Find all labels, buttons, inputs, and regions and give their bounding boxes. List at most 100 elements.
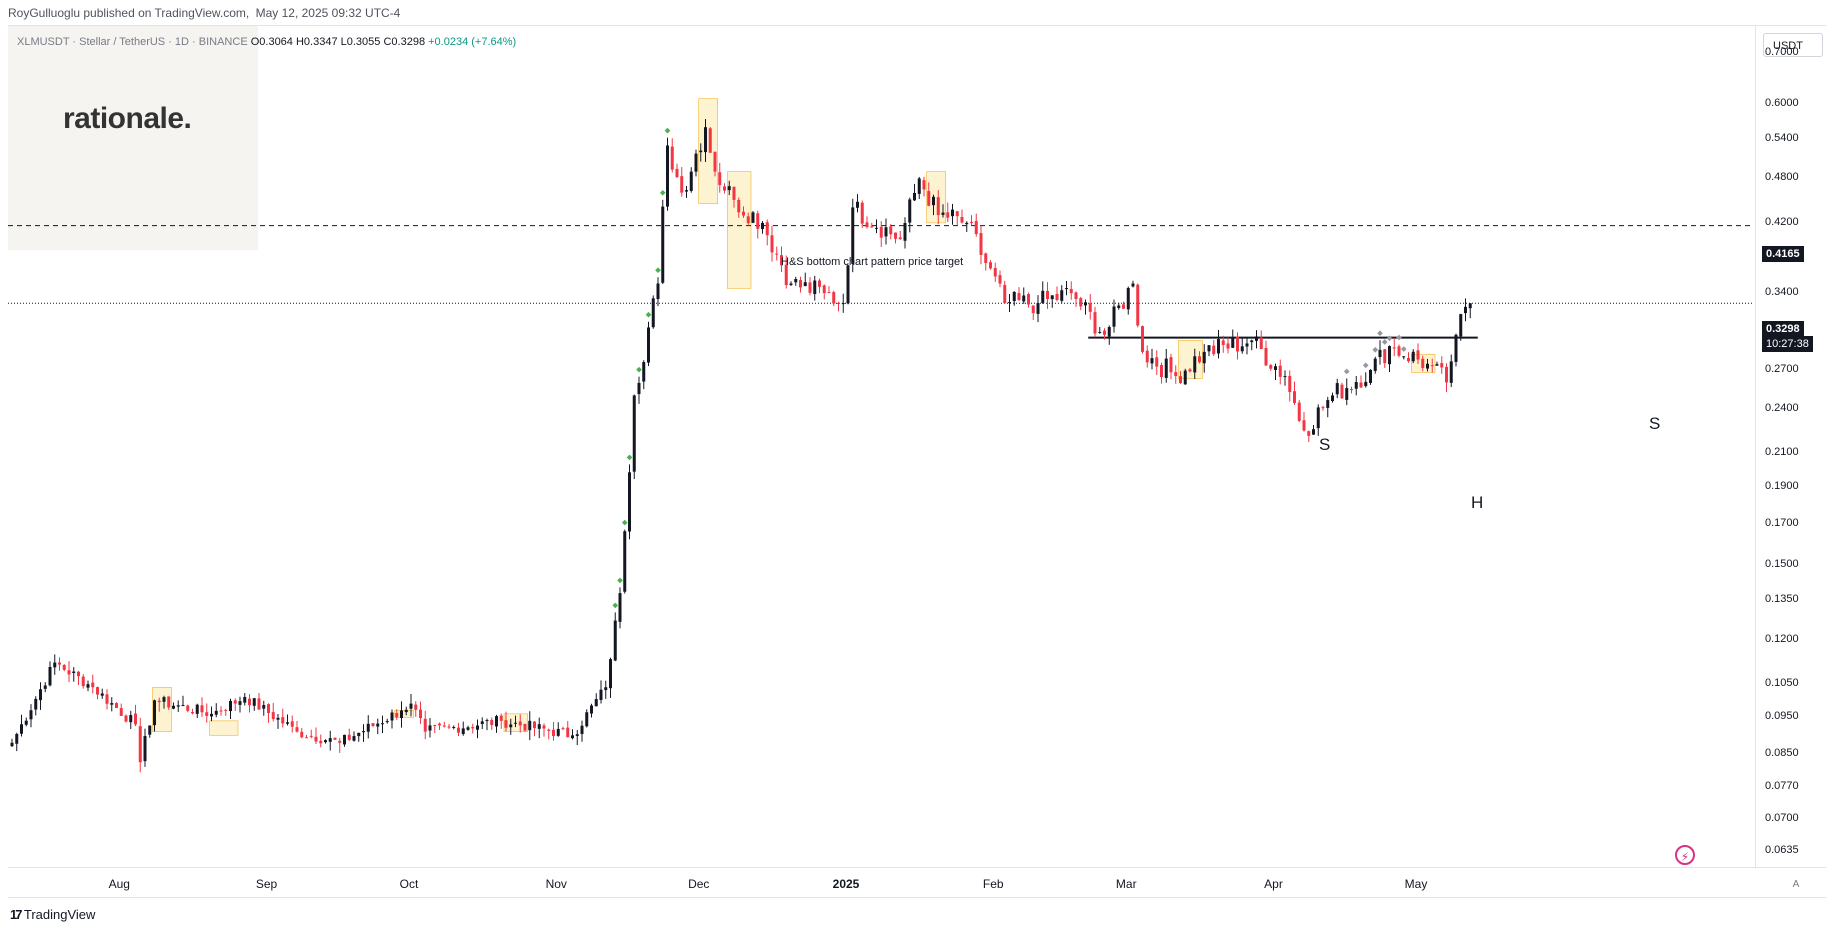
candle: [1345, 378, 1349, 406]
candle: [1340, 382, 1344, 399]
candle: [195, 703, 199, 719]
auto-scale-button[interactable]: A: [1792, 879, 1800, 890]
candle: [414, 701, 418, 717]
signal-marker: [1343, 368, 1350, 375]
currency-button[interactable]: USDT: [1763, 33, 1823, 57]
candle: [1169, 353, 1173, 380]
candle: [808, 277, 812, 296]
time-axis-border: [8, 867, 1826, 868]
candle: [1183, 368, 1187, 385]
time-axis-label: Dec: [688, 877, 710, 891]
candle: [438, 722, 441, 731]
highlight-box[interactable]: [1178, 340, 1203, 379]
candle: [533, 721, 536, 737]
candle: [699, 143, 703, 162]
candle: [1316, 404, 1320, 436]
candle: [1411, 349, 1415, 364]
candle: [1264, 340, 1268, 366]
highlight-box[interactable]: [727, 171, 752, 289]
candle: [718, 162, 722, 193]
candle: [723, 183, 726, 194]
time-axis-label: Apr: [1264, 877, 1283, 891]
candle: [471, 723, 475, 734]
candle: [1326, 396, 1330, 418]
candle: [704, 118, 707, 163]
candle: [1126, 286, 1130, 315]
candle: [727, 180, 731, 196]
highlight-box[interactable]: [926, 171, 946, 224]
candle: [162, 695, 166, 709]
highlight-box[interactable]: [698, 98, 718, 204]
candle: [343, 734, 346, 747]
candle: [1288, 370, 1292, 402]
candle: [29, 704, 33, 728]
candle: [1307, 430, 1311, 443]
candle: [1107, 325, 1111, 345]
time-axis-label: Aug: [108, 877, 130, 891]
candle: [523, 723, 527, 732]
candle: [1098, 326, 1102, 334]
highlight-box[interactable]: [209, 720, 239, 736]
left-shoulder-label: S: [1319, 435, 1331, 454]
candle: [48, 661, 52, 687]
candle: [119, 703, 123, 716]
price-axis-label: 0.5400: [1765, 132, 1799, 145]
price-axis-label: 0.1700: [1765, 516, 1799, 529]
price-axis-label: 0.0850: [1765, 747, 1799, 760]
signal-marker: [612, 602, 619, 609]
candle: [756, 210, 760, 239]
candle: [651, 295, 655, 329]
candle: [1250, 339, 1254, 351]
candle: [1359, 375, 1363, 389]
candle: [34, 696, 38, 716]
candle: [599, 680, 603, 704]
signal-marker: [659, 189, 666, 196]
open-value: O0.3064: [250, 36, 293, 48]
candle: [1145, 345, 1149, 368]
candle: [134, 704, 137, 727]
candle: [1141, 325, 1144, 354]
candle: [233, 698, 237, 711]
candle: [822, 284, 826, 300]
candle: [100, 688, 104, 699]
candle: [637, 376, 641, 404]
highlight-box[interactable]: [152, 686, 172, 732]
candle: [860, 200, 864, 228]
candle: [457, 722, 460, 737]
candle: [732, 186, 736, 208]
candle: [680, 167, 684, 197]
candle: [666, 137, 669, 211]
candle: [1036, 295, 1040, 323]
candle: [1122, 301, 1125, 309]
lightning-icon[interactable]: ⚡: [1675, 845, 1695, 865]
candle: [376, 718, 380, 735]
candle: [20, 714, 23, 737]
logo-watermark-panel: [8, 26, 258, 250]
candle: [632, 394, 636, 480]
candle: [186, 704, 190, 713]
candle: [1074, 291, 1078, 307]
candle: [1269, 363, 1273, 371]
candle: [661, 199, 665, 285]
tradingview-logo-icon: 17: [10, 907, 23, 922]
candle: [542, 723, 546, 737]
candle: [1397, 344, 1401, 358]
candle: [1402, 356, 1406, 360]
candle: [604, 680, 608, 699]
candle: [129, 710, 133, 730]
candle: [1255, 330, 1258, 349]
candle: [1103, 328, 1106, 340]
target-price-tag: 0.4165: [1762, 246, 1804, 262]
candle: [1008, 294, 1011, 313]
candle: [305, 734, 308, 739]
highlight-box[interactable]: [394, 710, 414, 718]
signal-marker: [1400, 346, 1407, 352]
top-frame-line: [8, 25, 1826, 26]
price-axis-border: [1755, 25, 1756, 867]
tradingview-footer: 17 TradingView: [10, 907, 95, 922]
candle: [1449, 354, 1453, 388]
candle: [276, 713, 280, 729]
time-axis-label: Oct: [399, 877, 419, 891]
candle: [1312, 425, 1315, 435]
